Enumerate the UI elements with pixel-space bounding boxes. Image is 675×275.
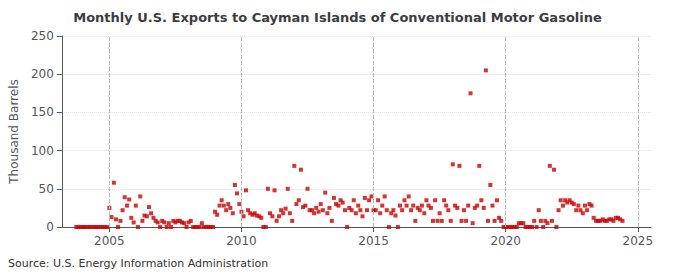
svg-text:Source: U.S. Energy Informatio: Source: U.S. Energy Information Administ…: [8, 257, 268, 270]
svg-text:0: 0: [46, 220, 54, 234]
svg-text:250: 250: [31, 29, 54, 43]
svg-text:200: 200: [31, 67, 54, 81]
svg-text:Thousand Barrels: Thousand Barrels: [7, 79, 21, 184]
svg-text:100: 100: [31, 144, 54, 158]
svg-text:50: 50: [39, 182, 54, 196]
svg-text:150: 150: [31, 105, 54, 119]
svg-text:2020: 2020: [490, 234, 521, 248]
svg-text:2015: 2015: [358, 234, 389, 248]
svg-text:2010: 2010: [226, 234, 257, 248]
svg-text:2025: 2025: [623, 234, 654, 248]
svg-text:2005: 2005: [94, 234, 125, 248]
svg-text:Monthly U.S. Exports to Cayman: Monthly U.S. Exports to Cayman Islands o…: [73, 10, 602, 25]
